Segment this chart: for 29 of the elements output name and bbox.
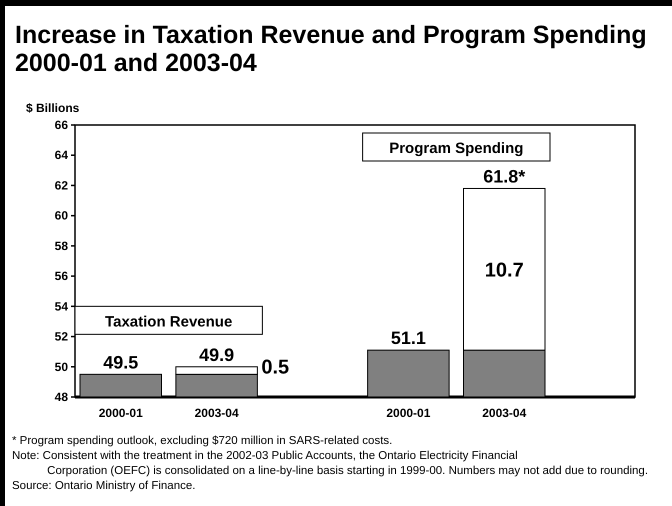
x-tick-label: 2000-01 — [98, 406, 144, 420]
data-label: 10.7 — [484, 259, 524, 282]
x-tick-label: 2003-04 — [482, 406, 527, 420]
chart-title: Increase in Taxation Revenue and Program Spending 2000-01 and 2003-04 — [15, 21, 647, 77]
annotation: Program Spending — [389, 140, 524, 157]
y-tick-label: 64 — [54, 148, 68, 162]
text: * Program spending outlook, excluding $720 million in SARS-related costs. — [12, 435, 392, 447]
y-tick-label: 54 — [54, 299, 68, 314]
y-tick-label: 50 — [54, 360, 68, 374]
y-tick-label: 48 — [54, 390, 68, 404]
label-box: Program Spending — [362, 132, 550, 162]
x-tick-label: 2003-04 — [194, 406, 239, 420]
total-label: 61.8* — [483, 166, 526, 186]
y-tick-label: 60 — [54, 208, 68, 223]
y-tick-label: 56 — [54, 269, 68, 284]
annotation: Taxation Revenue — [105, 313, 232, 330]
y-tick-label: 66 — [54, 118, 68, 132]
y-tick-label: 58 — [54, 238, 68, 253]
source-note: Source: Ontario Ministry of Finance. — [12, 480, 196, 492]
x-tick-label: 2000-01 — [386, 406, 431, 420]
y-tick-label: 62 — [54, 178, 68, 192]
text: Note: Consistent with the treatment in the 2002-03 Public Accounts, the Ontario Electricity Financial Corporation (OEFC) is consolidated on a line-by-line basis starting in 1999-00. Numbers may not add due to rounding. — [12, 450, 648, 477]
total-label: 51.1 — [390, 328, 426, 348]
total-label: 49.5 — [103, 352, 138, 372]
total-label: 49.9 — [199, 344, 234, 365]
y-axis-title: $ Billions — [26, 101, 80, 115]
y-tick-label: 52 — [54, 330, 68, 344]
label-box: Taxation Revenue — [74, 306, 263, 335]
data-label: 0.5 — [261, 356, 290, 378]
